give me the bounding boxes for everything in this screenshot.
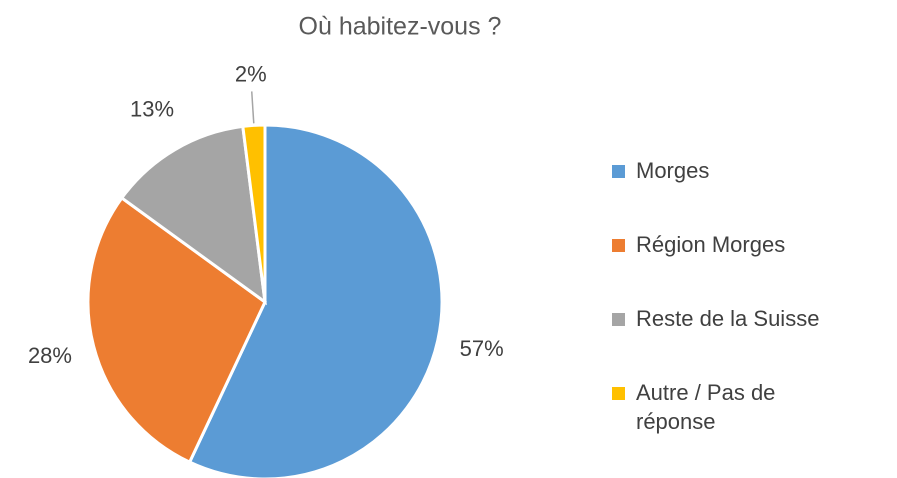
leader-line [251, 91, 255, 124]
pie-slice [241, 123, 267, 303]
pie-slice [187, 123, 444, 478]
legend-item: Région Morges [612, 230, 852, 259]
legend-swatch [612, 239, 625, 252]
legend-swatch [612, 387, 625, 400]
legend-swatch [612, 165, 625, 178]
legend-label: Morges [636, 158, 710, 183]
data-label: 28% [28, 343, 72, 368]
legend-item: Reste de la Suisse [612, 304, 852, 333]
data-label: 13% [130, 97, 174, 122]
legend-swatch [612, 313, 625, 326]
legend: Morges Région Morges Reste de la Suisse Aut… [612, 156, 852, 478]
legend-label: Autre / Pas de réponse [636, 380, 776, 434]
pie-slice [119, 124, 267, 306]
data-label: 2% [235, 61, 267, 86]
legend-item: Morges [612, 156, 852, 185]
pie-slice [86, 195, 267, 465]
chart-title: Où habitez-vous ? [299, 13, 502, 41]
legend-item: Autre / Pas de réponse [612, 378, 826, 436]
data-label: 57% [460, 336, 504, 361]
legend-label: Reste de la Suisse [636, 306, 820, 331]
legend-label: Région Morges [636, 232, 786, 257]
